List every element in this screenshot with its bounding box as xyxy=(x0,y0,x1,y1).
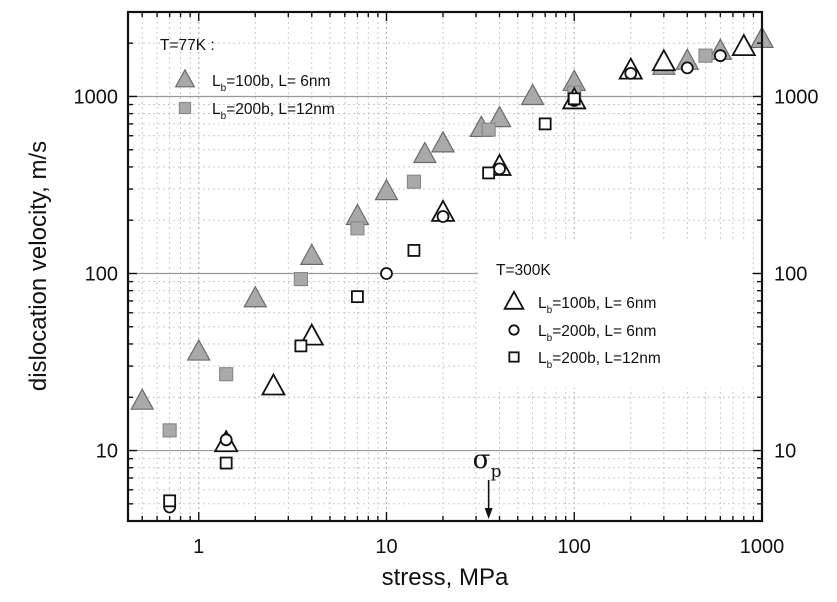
data-point xyxy=(299,243,324,265)
legend-marker xyxy=(174,68,196,88)
data-point xyxy=(520,83,545,106)
legend-label: Lb=100b, L= 6nm xyxy=(212,73,330,94)
series-1 xyxy=(162,48,713,438)
x-tick-label: 1 xyxy=(193,536,204,558)
x-tick-label: 100 xyxy=(558,536,591,558)
data-point xyxy=(698,48,713,63)
legend-0: T=77K : Lb=100b, L= 6nm Lb=200b, L=12nm xyxy=(160,37,335,122)
data-point xyxy=(624,66,638,80)
plot-frame xyxy=(126,10,764,523)
data-point xyxy=(243,285,268,308)
legend-label: Lb=100b, L= 6nm xyxy=(538,295,656,316)
y-tick-label: 10 xyxy=(96,441,118,463)
series-4 xyxy=(163,92,581,508)
data-point xyxy=(219,433,233,447)
data-point xyxy=(412,141,437,164)
data-point xyxy=(406,174,422,189)
legend-label: Lb=200b, L=12nm xyxy=(538,350,661,371)
y-tick-label: 100 xyxy=(85,264,118,286)
data-point xyxy=(680,61,694,75)
data-point xyxy=(350,221,365,236)
x-axis-title: stress, MPa xyxy=(382,564,509,591)
data-point xyxy=(430,130,456,153)
data-point xyxy=(731,33,757,57)
data-point xyxy=(163,494,177,508)
data-point xyxy=(482,166,496,180)
legend-box xyxy=(478,240,752,388)
data-point xyxy=(351,290,364,304)
y-tick-label-right: 1000 xyxy=(774,86,819,108)
data-point xyxy=(293,271,308,287)
legend-marker xyxy=(508,351,520,363)
data-point xyxy=(219,456,233,470)
data-point xyxy=(186,338,211,361)
annotation-label: σ xyxy=(473,445,491,475)
y-axis-title: dislocation velocity, m/s xyxy=(25,141,52,391)
legend-title: T=77K : xyxy=(160,37,215,54)
data-point xyxy=(713,49,727,63)
x-tick-label: 10 xyxy=(375,536,397,558)
annotation-subscript: p xyxy=(491,462,502,482)
legend-marker xyxy=(508,324,520,336)
y-tick-label: 1000 xyxy=(74,86,119,108)
legend-1: T=300K Lb=100b, L= 6nm Lb=200b, L= 6nm Lb=2… xyxy=(478,240,752,388)
data-point xyxy=(374,178,399,201)
data-point xyxy=(162,423,177,438)
data-point xyxy=(481,122,496,137)
data-point xyxy=(567,92,581,106)
legend-marker xyxy=(503,289,525,310)
data-point xyxy=(380,267,393,280)
data-point xyxy=(294,339,308,353)
legend-label: Lb=200b, L= 6nm xyxy=(538,323,656,344)
legend-title: T=300K xyxy=(496,262,551,279)
data-point xyxy=(219,367,234,382)
legend-marker xyxy=(178,101,192,115)
data-points xyxy=(130,26,775,514)
data-point xyxy=(538,117,552,131)
data-point xyxy=(436,210,450,223)
data-point xyxy=(260,372,286,396)
y-tick-label-right: 100 xyxy=(774,264,807,286)
data-point xyxy=(493,162,506,176)
data-point xyxy=(130,387,155,410)
annotation-arrow-head xyxy=(484,508,493,519)
x-tick-label: 1000 xyxy=(740,536,785,558)
data-point xyxy=(487,105,512,128)
data-point xyxy=(651,48,677,72)
legend-label: Lb=200b, L=12nm xyxy=(212,101,335,122)
data-point xyxy=(407,244,421,257)
axis-ticks: 1 10 100 1000 10 10 100 100 1000 1000 xyxy=(74,11,819,558)
y-tick-label-right: 10 xyxy=(774,441,796,463)
